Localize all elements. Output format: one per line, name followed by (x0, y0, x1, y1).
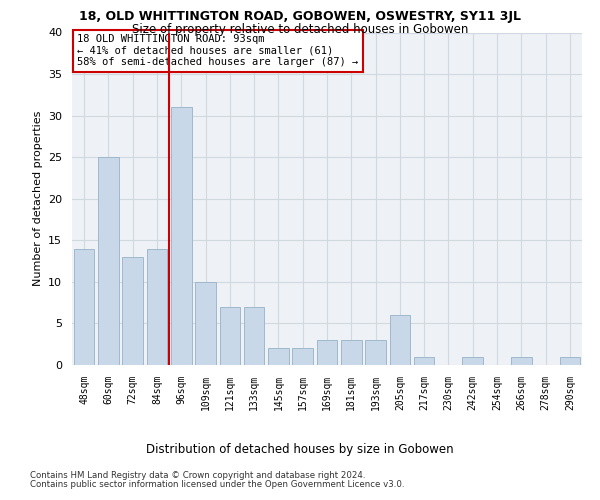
Bar (98, 157, 119, 365)
Bar (195, 282, 216, 365)
Bar (244, 307, 265, 365)
Bar (341, 340, 362, 365)
Bar (389, 315, 410, 365)
Bar (365, 340, 386, 365)
Bar (171, 108, 191, 365)
Bar (122, 257, 143, 365)
Bar (74, 248, 94, 365)
Bar (511, 356, 532, 365)
Bar (414, 356, 434, 365)
Text: 18, OLD WHITTINGTON ROAD, GOBOWEN, OSWESTRY, SY11 3JL: 18, OLD WHITTINGTON ROAD, GOBOWEN, OSWES… (79, 10, 521, 23)
Text: Distribution of detached houses by size in Gobowen: Distribution of detached houses by size … (146, 442, 454, 456)
Text: Contains HM Land Registry data © Crown copyright and database right 2024.: Contains HM Land Registry data © Crown c… (30, 471, 365, 480)
Text: Size of property relative to detached houses in Gobowen: Size of property relative to detached ho… (132, 22, 468, 36)
Bar (292, 348, 313, 365)
Bar (317, 340, 337, 365)
Bar (146, 248, 167, 365)
Y-axis label: Number of detached properties: Number of detached properties (32, 111, 43, 286)
Text: 18 OLD WHITTINGTON ROAD: 93sqm
← 41% of detached houses are smaller (61)
58% of : 18 OLD WHITTINGTON ROAD: 93sqm ← 41% of … (77, 34, 358, 68)
Bar (268, 348, 289, 365)
Text: Contains public sector information licensed under the Open Government Licence v3: Contains public sector information licen… (30, 480, 404, 489)
Bar (463, 356, 483, 365)
Bar (560, 356, 580, 365)
Bar (220, 307, 240, 365)
